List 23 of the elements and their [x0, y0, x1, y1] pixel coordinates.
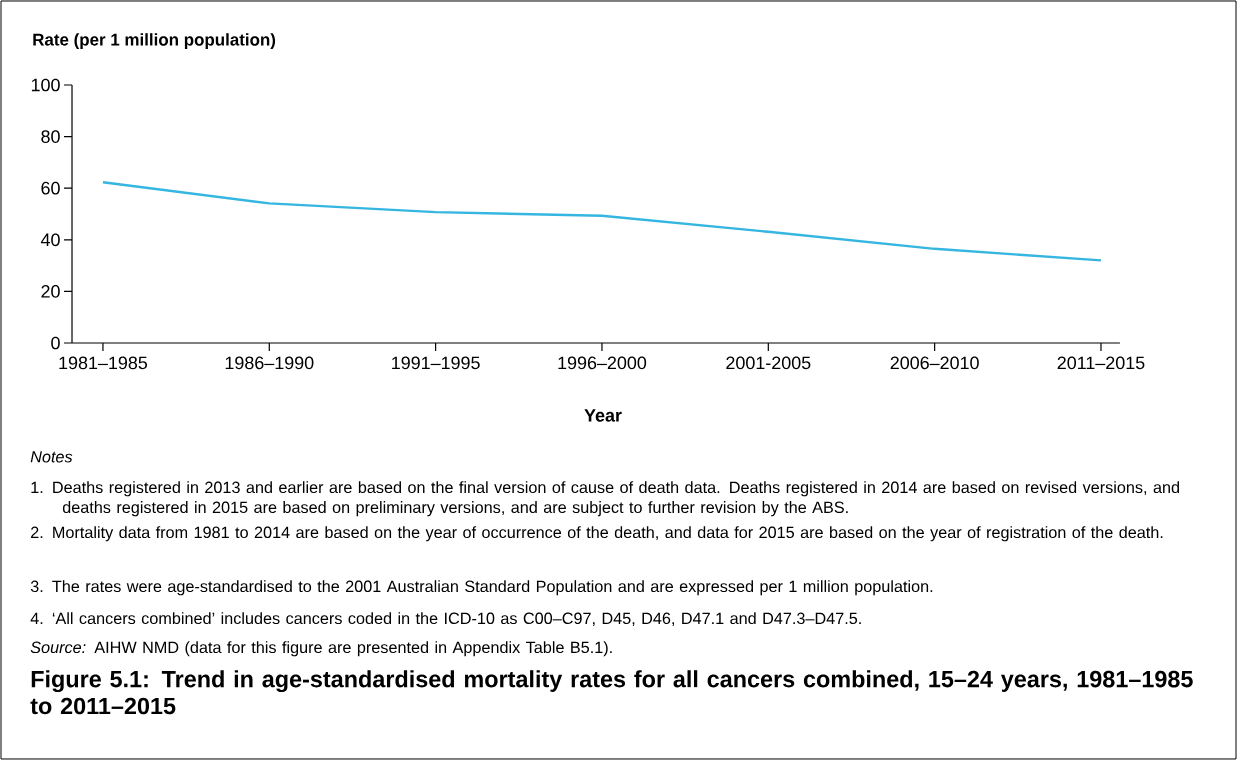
- text: Source: AIHW NMD (data for this figure are presented in Appendix Table B5.1).: [30, 641, 612, 657]
- x-tick-label: 2006–2010: [890, 356, 979, 370]
- x-tick-label: 2001-2005: [726, 356, 811, 370]
- x-tick-label: 2011–2015: [1057, 356, 1145, 370]
- x-tick-label: 1991–1995: [392, 356, 480, 370]
- y-tick-label: 60: [41, 181, 60, 195]
- y-axis-title: Rate (per 1 million population): [33, 33, 276, 49]
- text: 1. Deaths registered in 2013 and earlier are based on the final version of cause of death data. Deaths registered in 2014 are based on revised versions, and deaths registered in 2015 are based on preliminary versions, and are subject to further revision by the ABS.: [31, 481, 1179, 517]
- y-tick-label: 20: [41, 285, 60, 298]
- text: Notes: [30, 451, 73, 463]
- y-tick-label: 100: [31, 78, 60, 92]
- y-tick-label: 80: [41, 130, 60, 143]
- x-tick-label: 1986–1990: [225, 356, 314, 370]
- y-tick-label: 40: [40, 233, 60, 247]
- text: Figure 5.1: Trend in age-standardised mortality rates for all cancers combined, 15–24 years, 1981–1985 to 2011–2015: [30, 670, 1193, 715]
- x-tick-label: 1996–2000: [558, 356, 647, 370]
- x-tick-label: 1981–1985: [59, 356, 148, 370]
- y-tick-label: 0: [51, 336, 60, 350]
- line-series: [101, 181, 1103, 262]
- text: 3. The rates were age-standardised to the 2001 Australian Standard Population and are expressed per 1 million population.: [30, 580, 933, 596]
- x-axis-title: Year: [584, 409, 622, 422]
- text: 4. ‘All cancers combined’ includes cancers coded in the ICD-10 as C00–C97, D45, D46, D47.1 and D47.3–D47.5.: [30, 612, 861, 627]
- text: 2. Mortality data from 1981 to 2014 are based on the year of occurrence of the death, and data for 2015 are based on the year of registration of the death.: [31, 526, 1163, 542]
